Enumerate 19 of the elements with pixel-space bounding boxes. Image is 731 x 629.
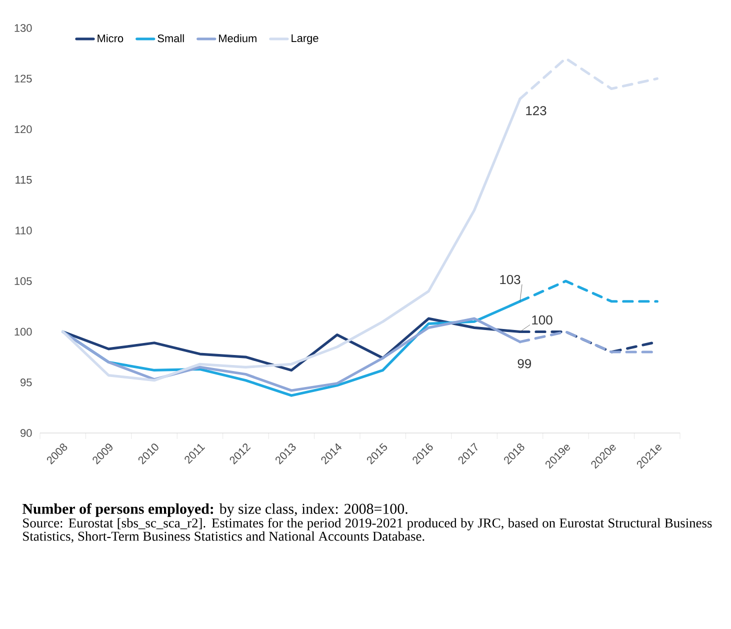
y-tick-label: 90 bbox=[20, 429, 32, 437]
annotation: 123 bbox=[526, 106, 546, 116]
y-tick-label: 95 bbox=[20, 378, 32, 386]
annotation: 99 bbox=[518, 359, 531, 368]
y-tick-label: 110 bbox=[16, 226, 32, 234]
y-tick-label: 105 bbox=[14, 277, 32, 286]
legend-label: Large bbox=[292, 34, 318, 44]
legend-label: Micro bbox=[98, 34, 124, 42]
y-tick-label: 130 bbox=[14, 24, 32, 32]
legend-label: Small bbox=[158, 34, 184, 42]
legend-label: Medium bbox=[219, 34, 256, 42]
y-tick-label: 115 bbox=[16, 176, 32, 184]
y-tick-label: 120 bbox=[14, 125, 32, 134]
annotation: 100 bbox=[532, 315, 552, 325]
y-tick-label: 125 bbox=[14, 74, 32, 82]
annotation: 103 bbox=[500, 275, 520, 284]
y-tick-label: 100 bbox=[14, 328, 32, 336]
text: Number of persons employed: by size class, index: 2008=100. bbox=[22, 503, 408, 517]
source-note: Source: Eurostat [sbs_sc_sca_r2]. Estimates for the period 2019-2021 produced by JRC, based on Eurostat Structural Business Statistics, Short-Term Business Statistics and National Accounts Database. bbox=[23, 518, 712, 543]
